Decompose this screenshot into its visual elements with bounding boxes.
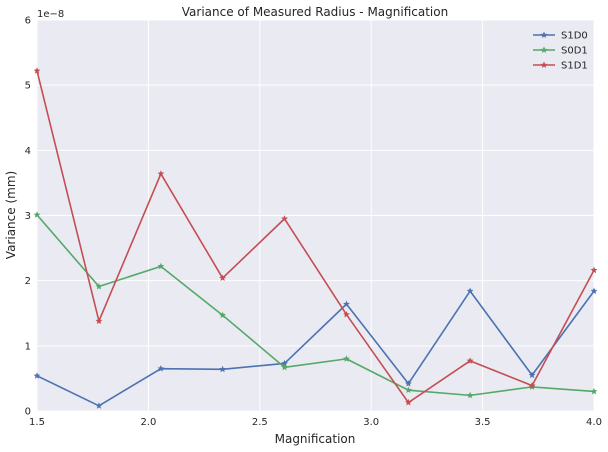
y-tick-label: 6 xyxy=(25,16,31,27)
chart-title: Variance of Measured Radius - Magnificat… xyxy=(182,5,448,19)
data-point-s0d1 xyxy=(157,262,165,270)
data-point-s1d1 xyxy=(528,381,536,389)
data-point-s0d1 xyxy=(343,355,350,362)
data-point-s0d1 xyxy=(590,387,598,395)
series-s1d0 xyxy=(33,287,598,409)
y-tick-label: 1 xyxy=(25,341,31,352)
legend-item-s1d1: S1D1 xyxy=(533,61,588,72)
data-point-s1d0 xyxy=(404,380,412,387)
data-point-s0d1 xyxy=(33,211,41,218)
data-point-s1d1 xyxy=(343,310,350,318)
series-line-s0d1 xyxy=(36,214,595,397)
grid xyxy=(36,19,595,412)
data-point-s1d0 xyxy=(343,300,350,308)
data-point-s1d0 xyxy=(466,287,474,295)
series-line-s1d0 xyxy=(36,290,595,407)
y-scale-offset: 1e−8 xyxy=(37,9,64,20)
x-axis-label: Magnification xyxy=(275,432,356,446)
y-tick-label: 2 xyxy=(25,276,31,287)
x-tick-label: 3.5 xyxy=(475,417,491,428)
legend-marker xyxy=(540,31,548,38)
legend-marker xyxy=(540,46,548,53)
data-point-s1d1 xyxy=(590,266,598,274)
data-point-s1d0 xyxy=(590,287,598,295)
data-point-s1d0 xyxy=(219,365,227,373)
y-axis-label: Variance (mm) xyxy=(4,171,18,259)
data-point-s0d1 xyxy=(95,282,103,290)
data-point-s1d1 xyxy=(219,274,227,281)
x-tick-label: 2.5 xyxy=(252,417,268,428)
series-line-s1d1 xyxy=(36,70,595,404)
legend-label: S1D1 xyxy=(561,61,588,72)
y-tick-label: 4 xyxy=(25,146,31,157)
legend-item-s0d1: S0D1 xyxy=(533,46,588,57)
y-tick-label: 5 xyxy=(25,81,31,92)
data-point-s1d1 xyxy=(95,317,103,324)
data-point-s1d0 xyxy=(95,402,103,409)
data-point-s0d1 xyxy=(219,311,227,319)
data-point-s1d0 xyxy=(528,371,536,379)
data-point-s1d1 xyxy=(157,170,165,177)
data-point-s1d0 xyxy=(157,365,165,372)
data-point-s1d1 xyxy=(33,67,41,74)
legend-marker xyxy=(540,61,548,68)
legend-item-s1d0: S1D0 xyxy=(533,31,588,42)
data-point-s0d1 xyxy=(404,386,412,394)
series-layer xyxy=(33,67,598,409)
data-point-s1d1 xyxy=(281,215,288,222)
y-tick-label: 3 xyxy=(25,211,31,222)
x-tick-label: 3.0 xyxy=(363,417,379,428)
legend-label: S1D0 xyxy=(561,31,588,42)
data-point-s0d1 xyxy=(466,391,474,399)
x-tick-label: 2.0 xyxy=(140,417,156,428)
legend: S1D0 S0D1 S1D1 xyxy=(533,31,588,72)
y-tick-label: 0 xyxy=(25,407,31,418)
series-s0d1 xyxy=(33,211,598,399)
data-point-s1d1 xyxy=(404,398,412,406)
data-point-s1d0 xyxy=(281,359,288,367)
x-tick-label: 1.5 xyxy=(29,417,45,428)
x-tick-label: 4.0 xyxy=(586,417,602,428)
data-point-s0d1 xyxy=(281,363,288,371)
data-point-s1d0 xyxy=(33,372,41,379)
series-s1d1 xyxy=(33,67,598,406)
legend-label: S0D1 xyxy=(561,46,588,57)
data-point-s1d1 xyxy=(466,357,474,364)
ticks: 1.5 2.0 2.5 3.0 3.5 4.0 0 1 2 3 4 5 6 xyxy=(25,16,602,429)
